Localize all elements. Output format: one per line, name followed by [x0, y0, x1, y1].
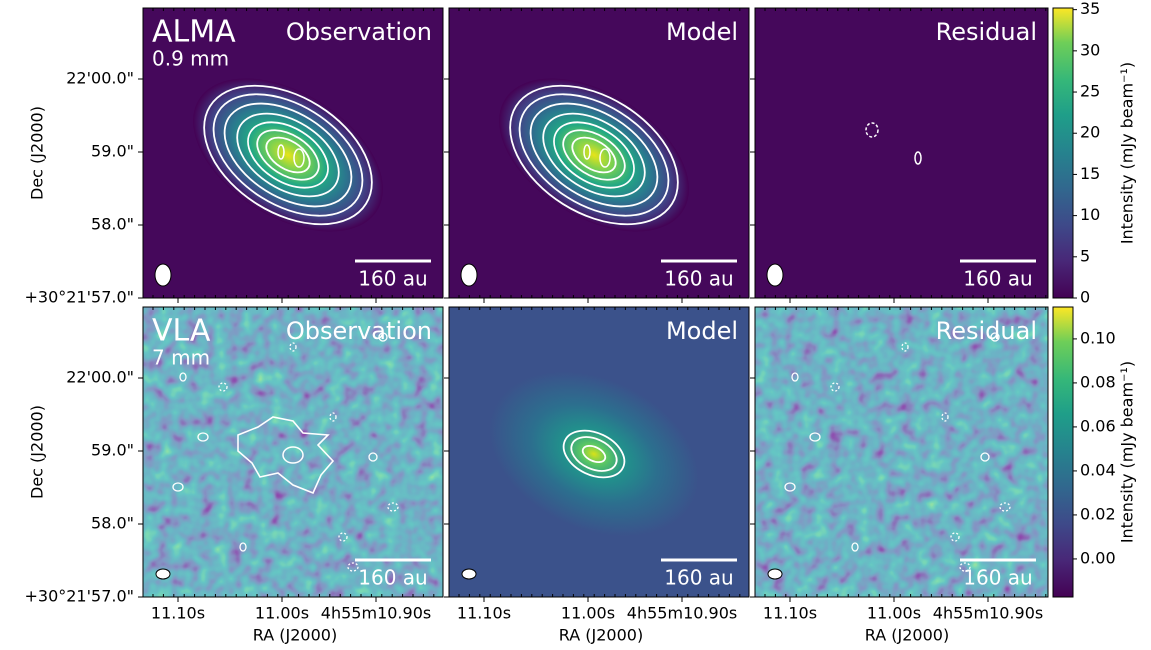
x-axis-label: RA (J2000)	[559, 626, 643, 645]
panel-title: Residual	[936, 317, 1037, 345]
panel: Model 160 au	[444, 8, 749, 303]
beam	[768, 569, 782, 579]
colorbar-tick-label: 35	[1080, 0, 1100, 18]
panel-title: Model	[666, 317, 738, 345]
y-tick-label: +30°21'57.0"	[24, 587, 134, 606]
colorbar-tick-label: 25	[1080, 82, 1100, 101]
scalebar-label: 160 au	[358, 566, 427, 590]
colorbar	[1053, 307, 1073, 597]
instrument: VLA	[152, 314, 211, 349]
colorbar-tick-label: 5	[1080, 246, 1090, 265]
colorbar-tick-label: 30	[1080, 40, 1100, 59]
scalebar-label: 160 au	[664, 566, 733, 590]
y-tick-label: 22'00.0"	[66, 69, 134, 88]
y-tick-label: +30°21'57.0"	[24, 288, 134, 307]
panel-title: Observation	[286, 18, 432, 46]
y-tick-label: 59.0"	[91, 142, 134, 161]
colorbar-tick-label: 20	[1080, 123, 1100, 142]
x-tick-label: 11.00s	[255, 604, 309, 623]
sky-image	[449, 8, 749, 298]
y-axis-label: Dec (J2000)	[28, 106, 47, 200]
y-tick-label: 22'00.0"	[66, 368, 134, 387]
background	[755, 8, 1048, 298]
colorbar-tick-label: 0.00	[1080, 548, 1116, 567]
sky-image	[449, 307, 749, 597]
panel-title: Residual	[936, 18, 1037, 46]
x-tick-label: 4h55m10.90s	[321, 604, 431, 623]
noise-map	[755, 307, 1048, 597]
beam	[155, 264, 171, 286]
beam	[462, 569, 476, 579]
panel: Model 160 au	[444, 307, 749, 602]
x-tick-label: 11.10s	[151, 604, 205, 623]
scalebar-label: 160 au	[963, 566, 1032, 590]
colorbar-tick-label: 10	[1080, 205, 1100, 224]
colorbar-tick-label: 0.10	[1080, 328, 1116, 347]
wavelength: 7 mm	[152, 346, 210, 370]
y-tick-label: 59.0"	[91, 441, 134, 460]
panel: Residual 160 au	[750, 307, 1048, 602]
wavelength: 0.9 mm	[152, 47, 229, 71]
x-axis-label: RA (J2000)	[253, 626, 337, 645]
beam	[461, 264, 477, 286]
x-tick-label: 11.00s	[561, 604, 615, 623]
colorbar-tick-label: 0.04	[1080, 460, 1116, 479]
colorbar-tick-label: 0.02	[1080, 504, 1116, 523]
colorbar-tick-label: 0.06	[1080, 416, 1116, 435]
x-tick-label: 4h55m10.90s	[933, 604, 1043, 623]
scalebar-label: 160 au	[963, 267, 1032, 291]
colorbar	[1053, 8, 1073, 298]
figure: Dec (J2000) +30°21'57.0" 58.0" 59.0" 22'00.0…	[0, 0, 1151, 650]
panel: Residual 160 au	[750, 8, 1048, 303]
x-tick-label: 4h55m10.90s	[627, 604, 737, 623]
beam	[156, 569, 170, 579]
scalebar-label: 160 au	[358, 267, 427, 291]
colorbar-tick-label: 0	[1080, 288, 1090, 307]
beam	[767, 264, 783, 286]
x-axis-label: RA (J2000)	[865, 626, 949, 645]
scalebar-label: 160 au	[664, 267, 733, 291]
y-tick-label: 58.0"	[91, 514, 134, 533]
panel-title: Observation	[286, 317, 432, 345]
y-tick-label: 58.0"	[91, 215, 134, 234]
colorbar-label: Intensity (mJy beam⁻¹)	[1118, 361, 1137, 543]
colorbar-label: Intensity (mJy beam⁻¹)	[1118, 62, 1137, 244]
sky-image	[755, 307, 1048, 597]
y-axis-label: Dec (J2000)	[28, 405, 47, 499]
sky-image	[755, 8, 1048, 298]
x-tick-label: 11.10s	[763, 604, 817, 623]
x-tick-label: 11.00s	[867, 604, 921, 623]
colorbar-tick-label: 0.08	[1080, 372, 1116, 391]
panel-title: Model	[666, 18, 738, 46]
instrument: ALMA	[152, 15, 236, 50]
colorbar-tick-label: 15	[1080, 164, 1100, 183]
x-tick-label: 11.10s	[457, 604, 511, 623]
